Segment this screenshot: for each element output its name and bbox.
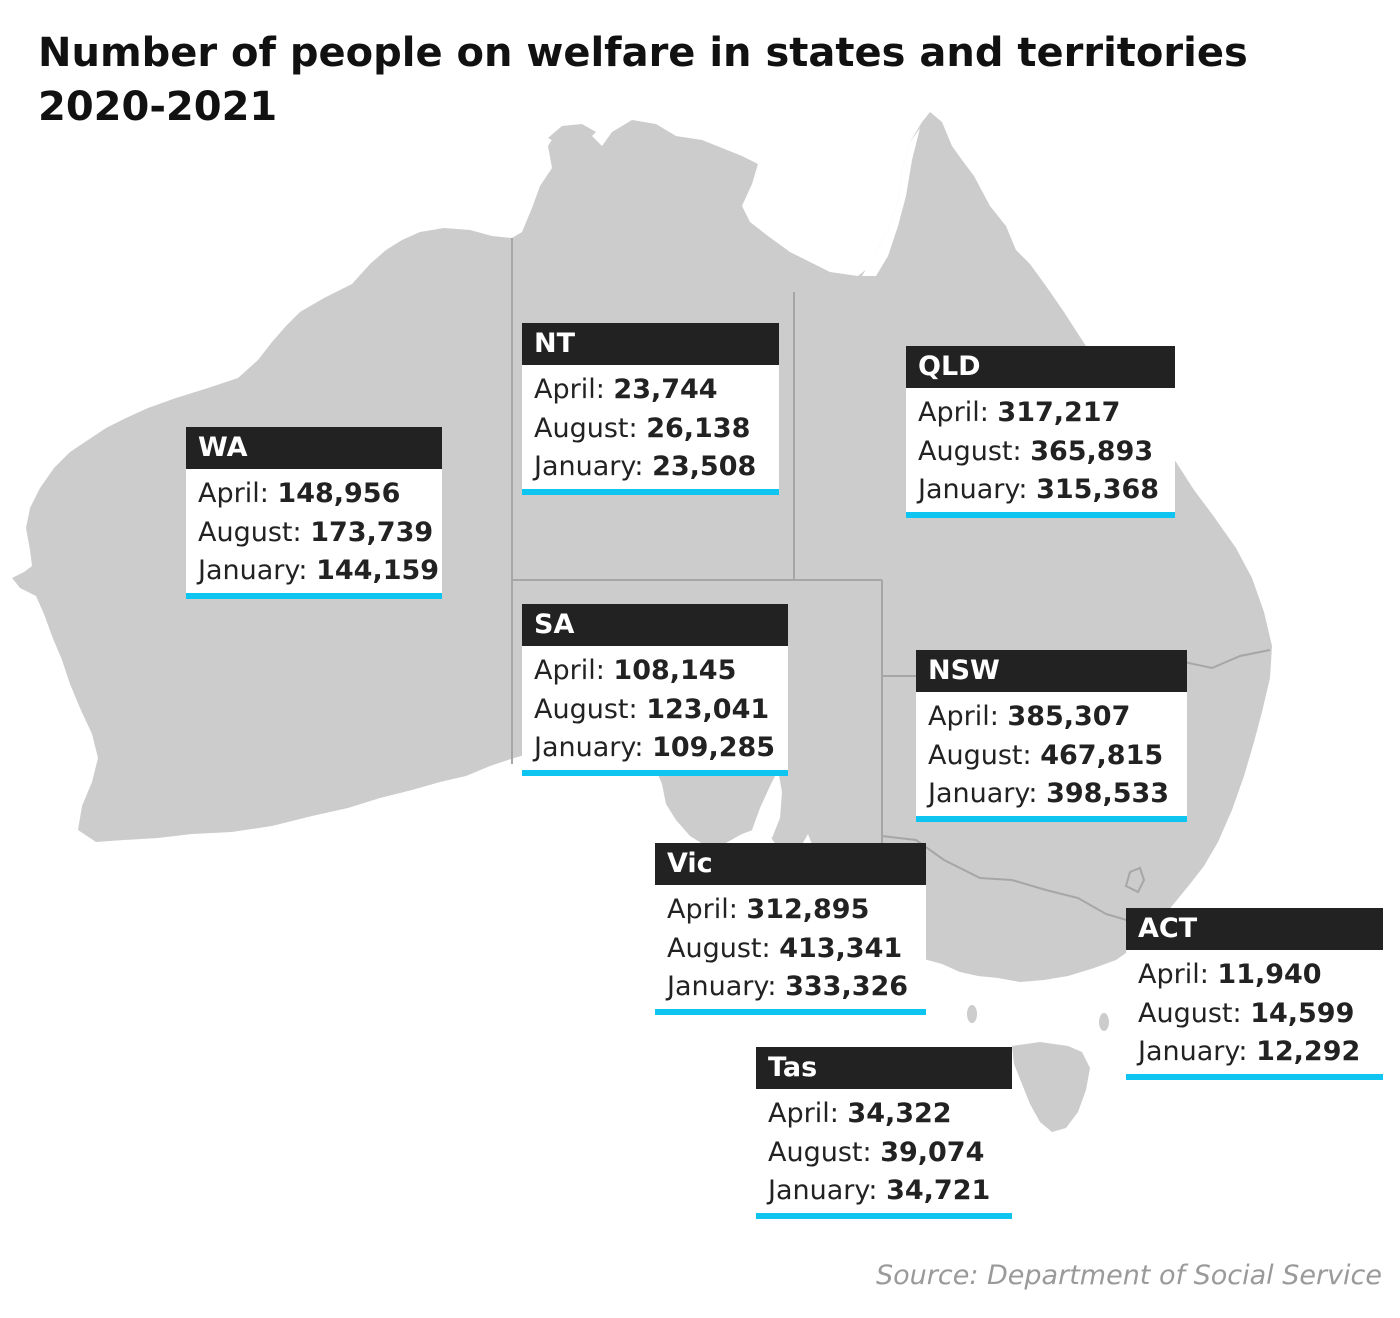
region-name: SA	[522, 604, 788, 646]
row-august: August: 413,341	[667, 930, 926, 969]
row-august: August: 26,138	[534, 410, 779, 449]
label-sa: SA April: 108,145 August: 123,041 Januar…	[522, 604, 788, 776]
row-april: April: 385,307	[928, 698, 1187, 737]
row-label: January:	[768, 1175, 878, 1206]
row-january: January: 333,326	[667, 968, 926, 1007]
region-name: WA	[186, 427, 442, 469]
chart-title: Number of people on welfare in states an…	[38, 26, 1338, 134]
row-label: August:	[534, 693, 638, 725]
row-label: April:	[768, 1098, 839, 1129]
king-island	[967, 1005, 977, 1023]
row-value: 23,744	[613, 374, 718, 405]
row-value: 385,307	[1007, 701, 1131, 732]
row-january: January: 23,508	[534, 448, 779, 487]
row-value: 312,895	[746, 894, 870, 925]
row-value: 26,138	[646, 412, 751, 444]
row-label: January:	[1138, 1036, 1248, 1067]
row-label: August:	[1138, 997, 1242, 1029]
row-august: August: 173,739	[198, 514, 442, 553]
row-april: April: 11,940	[1138, 956, 1383, 995]
region-name: NSW	[916, 650, 1187, 692]
row-august: August: 365,893	[918, 433, 1175, 472]
row-label: August:	[534, 412, 638, 444]
source-note: Source: Department of Social Service	[876, 1260, 1382, 1291]
row-value: 333,326	[785, 971, 909, 1002]
row-april: April: 108,145	[534, 652, 788, 691]
gulf-of-carpentaria	[862, 128, 920, 276]
row-label: January:	[928, 778, 1038, 809]
row-january: January: 315,368	[918, 471, 1175, 510]
melville-island	[548, 124, 596, 146]
row-label: August:	[667, 932, 771, 964]
row-january: January: 34,721	[768, 1172, 1012, 1211]
row-label: August:	[198, 516, 302, 548]
row-value: 398,533	[1046, 778, 1170, 809]
row-label: April:	[534, 374, 605, 405]
row-value: 123,041	[646, 693, 770, 725]
region-name: Vic	[655, 843, 926, 885]
row-value: 39,074	[880, 1136, 985, 1168]
row-april: April: 317,217	[918, 394, 1175, 433]
row-august: August: 39,074	[768, 1134, 1012, 1173]
label-tas: Tas April: 34,322 August: 39,074 January…	[756, 1047, 1012, 1219]
row-april: April: 34,322	[768, 1095, 1012, 1134]
row-january: January: 144,159	[198, 552, 442, 591]
spencer-gulf	[752, 770, 782, 838]
row-august: August: 14,599	[1138, 995, 1383, 1034]
row-april: April: 312,895	[667, 891, 926, 930]
row-value: 23,508	[652, 451, 757, 482]
row-value: 317,217	[997, 397, 1121, 428]
row-value: 108,145	[613, 655, 737, 686]
row-value: 467,815	[1040, 739, 1164, 771]
region-name: NT	[522, 323, 779, 365]
row-label: January:	[534, 732, 644, 763]
row-value: 34,721	[886, 1175, 991, 1206]
label-vic: Vic April: 312,895 August: 413,341 Janua…	[655, 843, 926, 1015]
row-value: 315,368	[1036, 474, 1160, 505]
row-label: April:	[918, 397, 989, 428]
row-january: January: 398,533	[928, 775, 1187, 814]
row-january: January: 109,285	[534, 729, 788, 768]
row-value: 148,956	[277, 478, 401, 509]
row-value: 12,292	[1256, 1036, 1361, 1067]
region-name: QLD	[906, 346, 1175, 388]
row-august: August: 467,815	[928, 737, 1187, 776]
row-value: 413,341	[779, 932, 903, 964]
row-value: 144,159	[316, 555, 440, 586]
title-line-1: Number of people on welfare in states an…	[38, 30, 1248, 76]
row-value: 11,940	[1217, 959, 1322, 990]
row-label: April:	[1138, 959, 1209, 990]
row-label: January:	[918, 474, 1028, 505]
region-name: Tas	[756, 1047, 1012, 1089]
row-value: 173,739	[310, 516, 434, 548]
row-value: 14,599	[1250, 997, 1355, 1029]
act-outline	[1124, 866, 1146, 894]
title-line-2: 2020-2021	[38, 84, 278, 130]
row-label: January:	[198, 555, 308, 586]
tasmania-landmass	[1012, 1042, 1090, 1132]
row-label: April:	[198, 478, 269, 509]
row-value: 365,893	[1030, 435, 1154, 467]
row-january: January: 12,292	[1138, 1033, 1383, 1072]
row-april: April: 148,956	[198, 475, 442, 514]
label-nsw: NSW April: 385,307 August: 467,815 Janua…	[916, 650, 1187, 822]
row-label: August:	[768, 1136, 872, 1168]
label-qld: QLD April: 317,217 August: 365,893 Janua…	[906, 346, 1175, 518]
row-label: April:	[534, 655, 605, 686]
flinders-island	[1099, 1013, 1109, 1031]
label-act: ACT April: 11,940 August: 14,599 January…	[1126, 908, 1383, 1080]
label-nt: NT April: 23,744 August: 26,138 January:…	[522, 323, 779, 495]
region-name: ACT	[1126, 908, 1383, 950]
row-label: January:	[534, 451, 644, 482]
row-april: April: 23,744	[534, 371, 779, 410]
row-label: January:	[667, 971, 777, 1002]
row-value: 34,322	[847, 1098, 952, 1129]
row-august: August: 123,041	[534, 691, 788, 730]
row-value: 109,285	[652, 732, 776, 763]
row-label: April:	[667, 894, 738, 925]
row-label: August:	[928, 739, 1032, 771]
label-wa: WA April: 148,956 August: 173,739 Januar…	[186, 427, 442, 599]
row-label: August:	[918, 435, 1022, 467]
row-label: April:	[928, 701, 999, 732]
